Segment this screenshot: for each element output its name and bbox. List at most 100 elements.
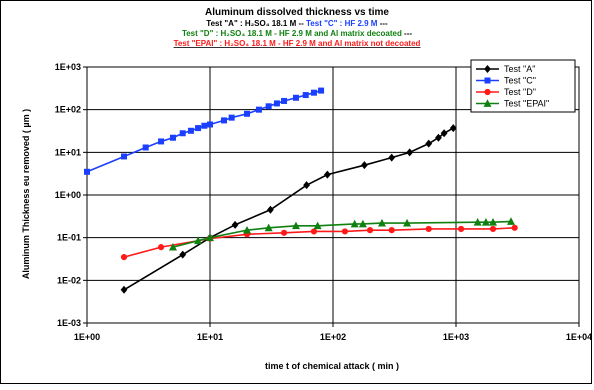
chart-subtitle-2: Test "EPAI" : H₂SO₄ 18.1 M - HF 2.9 M an… xyxy=(174,39,421,48)
x-tick-label: 1E+03 xyxy=(443,332,469,342)
data-point xyxy=(489,225,497,233)
data-point xyxy=(388,227,395,234)
data-point xyxy=(313,221,322,230)
data-point xyxy=(388,153,396,162)
data-point xyxy=(366,227,374,234)
legend-item: Test "A" xyxy=(476,64,535,74)
data-point xyxy=(449,124,457,133)
y-axis-label: Aluminum Thickness eu removed ( µm ) xyxy=(21,109,31,279)
data-point xyxy=(158,138,165,145)
data-point xyxy=(473,218,482,226)
data-point xyxy=(168,242,177,251)
chart-titles: Aluminum dissolved thickness vs time Tes… xyxy=(174,7,421,48)
data-point xyxy=(481,218,490,226)
data-point xyxy=(231,220,239,229)
data-point xyxy=(169,134,176,141)
legend-label: Test "EPAI" xyxy=(504,99,549,109)
data-point xyxy=(255,106,262,113)
data-point xyxy=(280,229,288,236)
chart-title: Aluminum dissolved thickness vs time xyxy=(205,7,389,18)
data-point xyxy=(265,103,272,110)
subtitle-part: --- xyxy=(402,29,413,38)
legend-marker xyxy=(484,77,491,84)
y-tick-label: 1E+02 xyxy=(55,105,81,115)
subtitle-part: Test "EPAI" : H₂SO₄ 18.1 M - HF 2.9 M an… xyxy=(174,39,421,48)
series-1 xyxy=(84,87,325,175)
data-point xyxy=(406,148,414,157)
data-point xyxy=(201,122,208,129)
x-tick-label: 1E+04 xyxy=(566,332,592,342)
legend-label: Test "D" xyxy=(504,87,536,97)
data-point xyxy=(435,133,442,142)
data-point xyxy=(310,89,317,96)
data-point xyxy=(121,153,128,160)
data-point xyxy=(318,87,325,94)
data-point xyxy=(243,225,252,234)
subtitle-part: Test "A" : H₂SO₄ 18.1 M -- xyxy=(206,19,306,28)
data-point xyxy=(142,144,149,151)
data-point xyxy=(507,217,516,225)
data-point xyxy=(244,110,251,117)
data-point xyxy=(194,236,203,245)
data-point xyxy=(187,127,194,134)
x-tick-label: 1E+01 xyxy=(197,332,223,342)
y-tick-label: 1E-02 xyxy=(57,275,81,285)
data-point xyxy=(425,225,432,233)
data-point xyxy=(323,170,331,179)
series-3 xyxy=(168,217,516,251)
y-tick-label: 1E-01 xyxy=(57,233,81,243)
data-point xyxy=(206,233,214,242)
legend-item: Test "C" xyxy=(476,76,536,86)
y-tick-label: 1E-03 xyxy=(57,318,81,328)
data-point xyxy=(120,254,128,261)
data-point xyxy=(221,117,228,124)
x-tick-label: 1E+02 xyxy=(320,332,346,342)
data-point xyxy=(207,121,213,128)
data-point xyxy=(179,130,186,137)
y-tick-label: 1E+01 xyxy=(55,147,81,157)
data-point xyxy=(120,285,128,294)
data-point xyxy=(403,218,412,227)
data-point xyxy=(457,225,465,233)
data-point xyxy=(84,168,90,175)
x-axis-label: time t of chemical attack ( min ) xyxy=(265,361,399,371)
data-point xyxy=(292,94,299,101)
data-point xyxy=(310,228,318,235)
legend-marker xyxy=(484,65,491,73)
data-point xyxy=(281,97,288,104)
legend-marker xyxy=(483,99,492,107)
legend-item: Test "EPAI" xyxy=(476,99,549,109)
legend-label: Test "A" xyxy=(504,64,535,74)
legend: Test "A" Test "C"Test "D" Test "EPAI" xyxy=(470,59,576,113)
data-point xyxy=(291,221,300,230)
series-0 xyxy=(120,124,457,294)
data-point xyxy=(273,100,280,107)
data-point xyxy=(360,161,368,170)
data-point xyxy=(267,205,274,214)
data-point xyxy=(489,218,498,226)
data-point xyxy=(341,228,349,235)
data-point xyxy=(157,244,165,251)
data-point xyxy=(179,250,187,259)
chart-subtitle-1: Test "D" : H₂SO₄ 18.1 M - HF 2.9 M and A… xyxy=(182,29,412,38)
data-point xyxy=(264,223,273,232)
data-point xyxy=(511,224,518,231)
data-point xyxy=(303,181,310,190)
legend-label: Test "C" xyxy=(504,76,536,86)
subtitle-part: --- xyxy=(377,19,388,28)
x-tick-label: 1E+00 xyxy=(74,332,100,342)
legend-marker xyxy=(484,88,491,96)
y-tick-label: 1E+00 xyxy=(55,190,81,200)
data-point xyxy=(350,219,359,228)
data-point xyxy=(302,92,309,99)
y-tick-label: 1E+03 xyxy=(55,62,81,72)
data-point xyxy=(440,129,448,138)
data-point xyxy=(377,218,386,227)
data-point xyxy=(425,139,433,148)
subtitle-part: Test "C" : HF 2.9 M xyxy=(306,19,378,28)
chart-subtitle-0: Test "A" : H₂SO₄ 18.1 M -- Test "C" : HF… xyxy=(206,19,388,28)
legend-item: Test "D" xyxy=(476,87,536,97)
data-point xyxy=(195,125,202,132)
